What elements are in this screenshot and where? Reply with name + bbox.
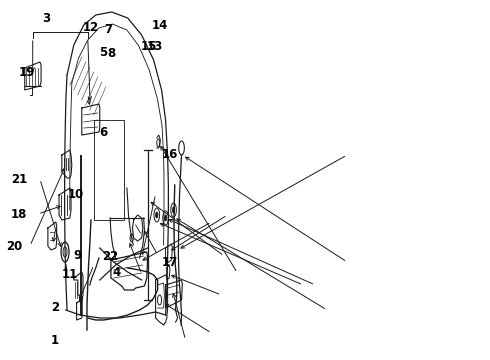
Text: 13: 13 [147,40,163,53]
Text: 9: 9 [73,249,81,262]
Text: 3: 3 [42,12,50,25]
Circle shape [156,212,158,218]
Text: 1: 1 [50,334,59,347]
Text: 8: 8 [107,47,116,60]
Circle shape [164,215,167,221]
Text: 20: 20 [6,240,23,253]
Text: 17: 17 [162,256,178,269]
Text: 15: 15 [141,40,157,53]
Text: 12: 12 [83,21,99,33]
Text: 14: 14 [152,19,169,32]
Text: 7: 7 [104,23,113,36]
Text: 11: 11 [61,268,77,281]
Text: 19: 19 [19,66,36,78]
Text: 18: 18 [10,208,27,221]
Text: 10: 10 [68,188,84,201]
Text: 4: 4 [112,266,121,279]
Text: 6: 6 [99,126,108,139]
Text: 16: 16 [162,148,178,161]
Text: 5: 5 [99,46,108,59]
Text: 21: 21 [11,173,27,186]
Circle shape [172,207,175,213]
Text: 22: 22 [102,250,118,263]
Text: 2: 2 [50,301,59,314]
